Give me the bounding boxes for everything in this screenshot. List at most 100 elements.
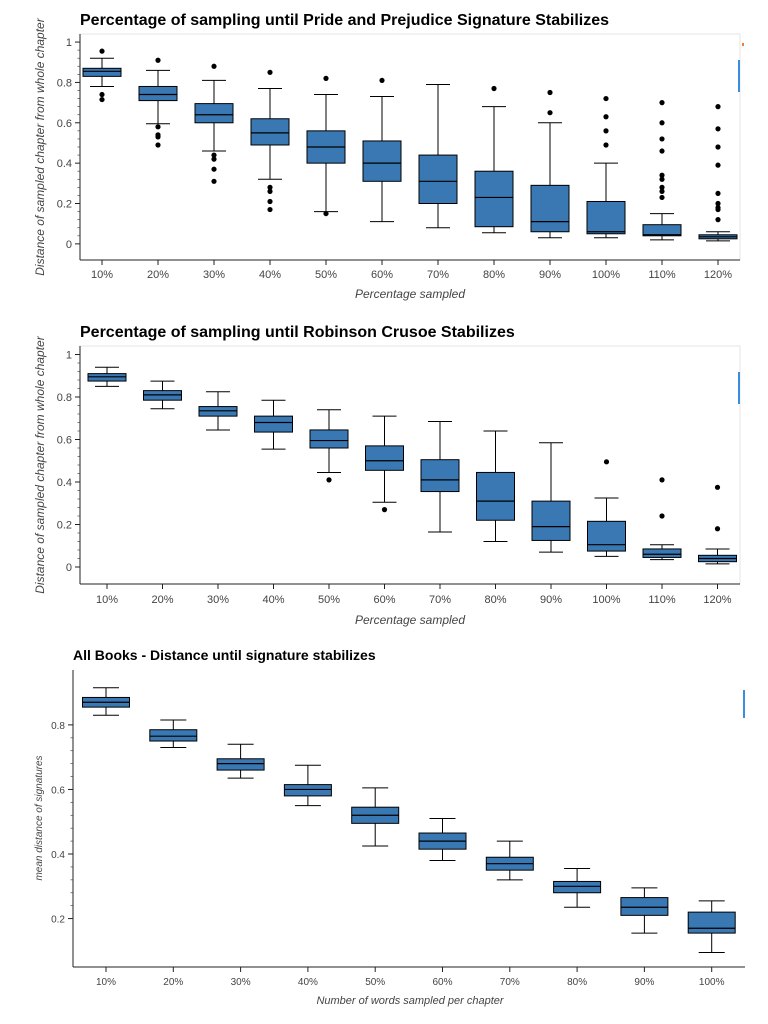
box-20pct — [138, 57, 178, 148]
box-120pct — [698, 484, 737, 565]
x-tick-label: 30% — [207, 594, 229, 606]
x-tick-label: 80% — [567, 977, 587, 988]
y-tick-label: 0.6 — [57, 435, 72, 447]
outlier-point — [659, 172, 665, 178]
chart-robinson-crusoe: Percentage of sampling until Robinson Cr… — [33, 324, 741, 627]
box-50pct — [351, 787, 400, 847]
outlier-point — [659, 136, 665, 142]
iqr-box[interactable] — [476, 471, 515, 521]
x-tick-label: 80% — [484, 594, 506, 606]
box-120pct — [698, 104, 738, 242]
x-tick-label: 30% — [231, 977, 251, 988]
outlier-point — [267, 184, 273, 190]
plot-frame — [79, 345, 741, 585]
outlier-point — [659, 120, 665, 126]
x-tick-label: 70% — [500, 977, 520, 988]
scroll-indicator[interactable] — [738, 60, 740, 92]
x-tick-label: 40% — [259, 269, 281, 281]
box-100pct — [586, 95, 626, 239]
y-tick-label: 1 — [66, 37, 72, 49]
iqr-box[interactable] — [474, 170, 514, 228]
y-tick-label: 0.2 — [51, 915, 65, 926]
outlier-point — [603, 114, 609, 120]
chart-title: All Books - Distance until signature sta… — [73, 647, 376, 663]
y-axis-label: mean distance of signatures — [34, 755, 45, 880]
outlier-point — [715, 206, 721, 213]
y-tick-label: 0.8 — [57, 77, 72, 89]
iqr-box[interactable] — [365, 445, 404, 471]
x-tick-label: 20% — [151, 594, 173, 606]
iqr-box[interactable] — [531, 500, 571, 541]
iqr-box[interactable] — [687, 911, 736, 934]
iqr-box[interactable] — [309, 429, 349, 449]
box-20pct — [149, 719, 198, 748]
iqr-box[interactable] — [530, 184, 570, 233]
iqr-box[interactable] — [418, 154, 458, 204]
outlier-point — [267, 69, 273, 75]
x-axis-label: Percentage sampled — [355, 287, 465, 301]
iqr-box[interactable] — [642, 224, 682, 237]
y-tick-label: 0.2 — [57, 199, 72, 211]
chart-all-books: All Books - Distance until signature sta… — [34, 647, 745, 1007]
outlier-point — [211, 152, 217, 158]
scroll-indicator[interactable] — [738, 372, 740, 404]
box-90pct — [531, 442, 571, 553]
outlier-point — [99, 91, 105, 98]
box-60pct — [418, 818, 467, 861]
box-100pct — [687, 900, 736, 953]
iqr-box[interactable] — [149, 729, 198, 742]
outlier-point — [659, 100, 665, 106]
iqr-box[interactable] — [642, 548, 682, 558]
iqr-box[interactable] — [586, 200, 626, 235]
x-tick-label: 20% — [163, 977, 183, 988]
iqr-box[interactable] — [250, 118, 290, 146]
outlier-point — [155, 142, 161, 148]
y-axis-label: Distance of sampled chapter from whole c… — [33, 17, 47, 275]
box-110pct — [642, 100, 682, 241]
outlier-point — [659, 184, 665, 190]
y-tick-label: 0.6 — [51, 785, 65, 796]
iqr-box[interactable] — [553, 880, 602, 894]
outlier-point — [155, 57, 161, 63]
outlier-point — [267, 198, 273, 205]
outlier-point — [715, 217, 721, 223]
box-40pct — [283, 764, 332, 807]
box-100pct — [587, 459, 626, 557]
iqr-box[interactable] — [283, 784, 332, 797]
iqr-box[interactable] — [138, 85, 178, 102]
iqr-box[interactable] — [216, 758, 265, 771]
iqr-box[interactable] — [587, 520, 626, 552]
box-80pct — [553, 868, 602, 908]
box-50pct — [309, 409, 349, 483]
iqr-box[interactable] — [362, 140, 402, 182]
x-tick-label: 10% — [96, 977, 116, 988]
outlier-point — [715, 104, 721, 110]
outlier-point — [659, 477, 665, 483]
x-tick-label: 50% — [315, 269, 337, 281]
x-tick-label: 120% — [703, 594, 731, 606]
y-tick-label: 0.6 — [57, 118, 72, 130]
outlier-point — [547, 89, 553, 96]
x-tick-label: 60% — [371, 269, 393, 281]
iqr-box[interactable] — [254, 415, 293, 433]
x-tick-label: 100% — [699, 977, 725, 988]
box-90pct — [620, 887, 669, 934]
x-tick-label: 120% — [704, 269, 732, 281]
y-tick-label: 0 — [66, 562, 72, 574]
chart-title: Percentage of sampling until Pride and P… — [80, 12, 609, 29]
box-40pct — [254, 399, 293, 450]
x-tick-label: 80% — [483, 269, 505, 281]
x-axis-label: Number of words sampled per chapter — [316, 995, 504, 1007]
outlier-point — [326, 477, 332, 483]
x-tick-label: 10% — [91, 269, 113, 281]
iqr-box[interactable] — [82, 67, 122, 77]
x-tick-label: 90% — [540, 594, 562, 606]
x-tick-label: 40% — [262, 594, 284, 606]
iqr-box[interactable] — [620, 897, 669, 916]
iqr-box[interactable] — [194, 103, 234, 124]
x-tick-label: 100% — [592, 269, 620, 281]
iqr-box[interactable] — [420, 459, 460, 493]
outlier-point — [714, 526, 721, 532]
x-tick-label: 60% — [373, 594, 395, 606]
scroll-indicator[interactable] — [743, 690, 745, 718]
